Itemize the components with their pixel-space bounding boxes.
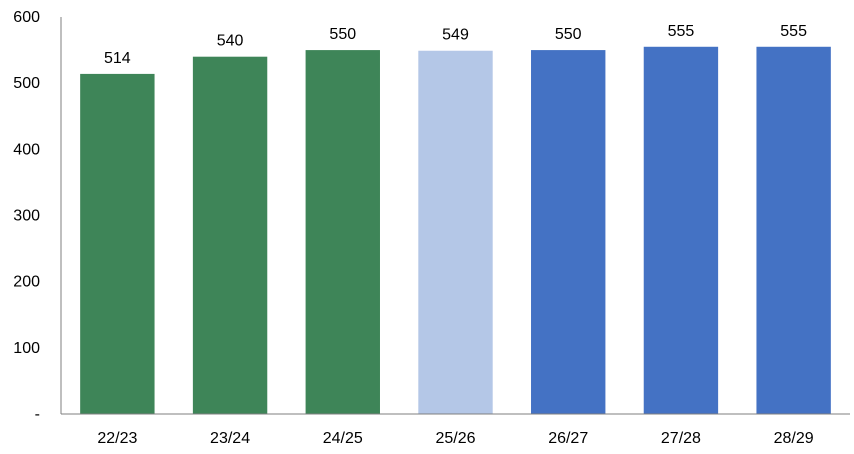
bar-22-23 [80,73,155,415]
y-tick-label: - [35,406,40,423]
bar-28-29 [756,46,831,415]
y-axis: - 100 200 300 400 500 600 [13,9,62,423]
data-label: 549 [442,27,469,44]
bar-24-25 [305,50,380,414]
bar-23-24 [192,56,268,414]
data-label: 550 [329,26,356,43]
data-label: 555 [668,23,695,40]
x-category-label: 25/26 [435,430,475,447]
y-tick-label: 300 [13,208,40,225]
x-axis: 22/23 23/24 24/25 25/26 26/27 27/28 28/29 [61,413,850,447]
y-tick-label: 100 [13,340,40,357]
bar-27-28 [643,46,719,415]
y-tick-label: 400 [13,141,40,158]
bars-layer [80,46,831,415]
data-labels-layer: 514 540 550 549 550 555 555 [104,23,807,67]
x-category-label: 27/28 [661,430,701,447]
bar-25-26 [418,50,493,415]
x-category-label: 24/25 [323,430,363,447]
data-label: 514 [104,50,131,67]
y-tick-label: 600 [13,9,40,26]
data-label: 550 [555,26,582,43]
x-category-label: 26/27 [548,430,588,447]
data-label: 540 [217,33,244,50]
x-category-label: 22/23 [97,430,137,447]
data-label: 555 [780,23,807,40]
x-category-label: 28/29 [774,430,814,447]
bar-26-27 [531,50,606,414]
y-tick-label: 200 [13,274,40,291]
y-tick-label: 500 [13,75,40,92]
x-category-label: 23/24 [210,430,250,447]
